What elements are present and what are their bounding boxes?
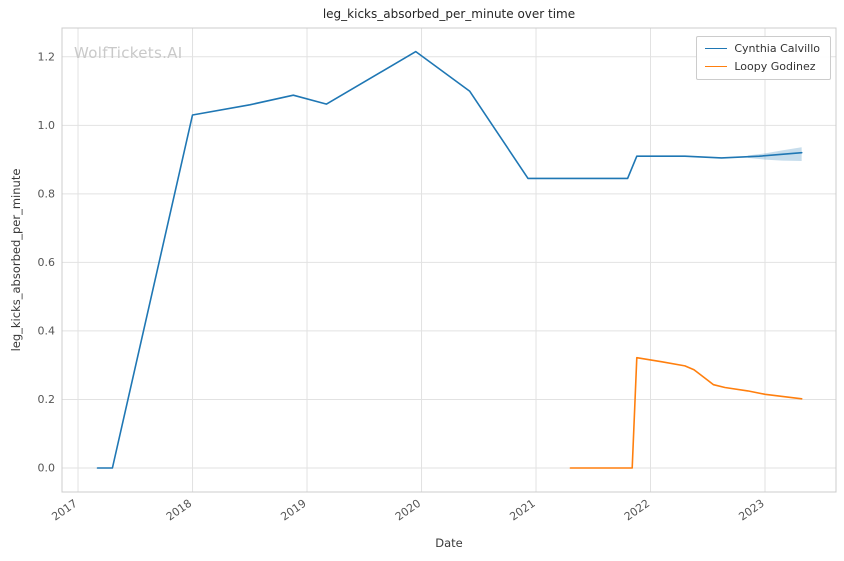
- y-tick-label: 1.2: [38, 50, 56, 63]
- legend-entry: Cynthia Calvillo: [705, 42, 820, 55]
- x-tick-label: 2018: [164, 497, 194, 524]
- x-tick-label: 2023: [736, 497, 766, 524]
- y-tick-label: 0.6: [38, 256, 56, 269]
- x-tick-label: 2020: [393, 497, 423, 524]
- legend-line-sample-series-0: [705, 48, 728, 49]
- x-tick-label: 2022: [622, 497, 652, 524]
- legend-entry: Loopy Godinez: [705, 60, 820, 73]
- chart-title: leg_kicks_absorbed_per_minute over time: [322, 7, 576, 21]
- y-tick-label: 0.8: [38, 187, 56, 200]
- watermark: WolfTickets.AI: [74, 44, 183, 62]
- x-axis-label: Date: [435, 536, 463, 550]
- x-tick-label: 2021: [507, 497, 537, 524]
- confidence-band: [747, 147, 802, 161]
- y-tick-label: 0.4: [38, 324, 56, 337]
- y-tick-label: 1.0: [38, 119, 56, 132]
- series-line-0: [96, 50, 803, 469]
- legend-label-series-0: Cynthia Calvillo: [734, 42, 820, 55]
- y-axis-label: leg_kicks_absorbed_per_minute: [9, 168, 23, 352]
- plot-border: [61, 27, 837, 493]
- legend-label-series-1: Loopy Godinez: [734, 60, 816, 73]
- x-tick-label: 2017: [49, 497, 79, 524]
- y-tick-label: 0.2: [38, 393, 56, 406]
- legend: Cynthia Calvillo Loopy Godinez: [696, 36, 831, 80]
- y-tick-label: 0.0: [38, 462, 56, 475]
- series-line-1: [569, 356, 803, 469]
- legend-line-sample-series-1: [705, 66, 728, 67]
- x-tick-label: 2019: [278, 497, 308, 524]
